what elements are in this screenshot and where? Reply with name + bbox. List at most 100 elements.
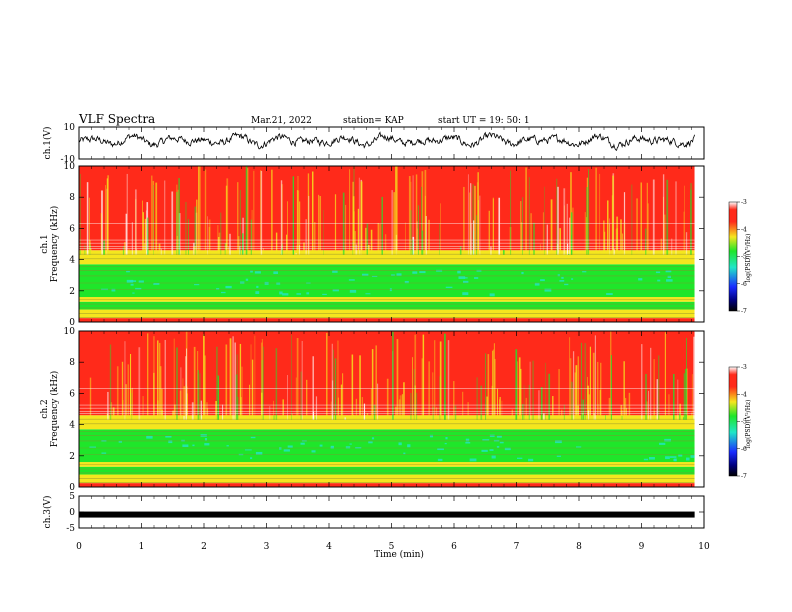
ch2-spectrogram-streak xyxy=(493,343,495,420)
x-tick-label: 9 xyxy=(639,542,645,552)
ch1-colorbar-label: log(PSD)(V²/Hz) xyxy=(745,234,752,283)
ch1-spectrogram-streak xyxy=(84,244,86,255)
ch1-spectrogram-streak xyxy=(305,219,307,255)
ch1-spectrogram-streak xyxy=(237,182,239,255)
x-tick-label: 7 xyxy=(514,542,520,552)
ch2-spectrogram-cyan-patch xyxy=(181,439,185,442)
ch1-spectrogram-streak xyxy=(533,222,535,255)
ch2-spectrogram-streak xyxy=(174,404,176,420)
ch1-spectrogram-cyan-patch xyxy=(220,291,226,294)
ch1-spectrogram-cyan-patch xyxy=(256,285,259,288)
ch2-spectrogram-streak xyxy=(410,392,412,420)
x-tick-label: 3 xyxy=(264,542,270,552)
ch2-spectrogram-streak xyxy=(608,397,611,420)
ch2-spectrogram-streak xyxy=(682,417,685,420)
ch1-spectrogram-cyan-patch xyxy=(419,271,426,274)
ch2-spectrogram-streak xyxy=(523,385,525,420)
ch2-spectrogram-streak xyxy=(366,413,369,420)
ch2-spectrogram-streak xyxy=(525,397,527,420)
ch1-spectrogram-streak xyxy=(318,194,320,255)
ch1-spectrogram-streak xyxy=(470,223,472,255)
ch1-spectrogram-streak xyxy=(421,186,423,255)
cb1-tick-label: -4 xyxy=(741,226,747,233)
ch2-spectrogram-streak xyxy=(235,410,236,420)
ch1-spectrogram-streak xyxy=(177,189,179,255)
ch2-spectrogram-streak xyxy=(623,361,625,420)
ch2-spectrogram-cyan-patch xyxy=(345,446,351,449)
ch1-spectrogram-streak xyxy=(472,184,474,255)
ch1-spectrogram-streak xyxy=(142,212,144,255)
ch2-spectrogram-streak xyxy=(261,338,263,420)
ch2-spectrogram-cyan-patch xyxy=(89,446,96,448)
ch1-spectrogram-cyan-patch xyxy=(153,283,159,285)
cb2-tick-label: -6 xyxy=(741,446,747,453)
x-tick-label: 5 xyxy=(389,542,395,552)
ch2-spectrogram-streak xyxy=(186,386,188,420)
ch1-spectrogram-streak xyxy=(297,175,299,255)
ch1-waveform-line xyxy=(78,131,695,151)
ch2-spectrogram-cyan-patch xyxy=(516,457,523,459)
ch2-spectrogram-streak xyxy=(117,409,119,420)
ch1-spectrogram-streak xyxy=(260,170,263,255)
ch1-spectrogram-streak xyxy=(467,174,469,255)
ch2-spectrogram-streak xyxy=(182,378,184,420)
ch1-spectrogram-streak xyxy=(365,227,367,255)
ch1-spectrogram-streak xyxy=(566,203,568,255)
ch1-spectrogram-streak xyxy=(645,228,647,255)
ch2-spectrogram-cyan-patch xyxy=(371,437,375,440)
ch2-spectrogram-streak xyxy=(216,346,218,420)
ch2-spectrogram-streak xyxy=(500,416,502,420)
ch1-spectrogram-streak xyxy=(280,180,283,255)
ch2-spectrogram-streak xyxy=(325,332,328,420)
ch1-spectrogram-streak xyxy=(479,195,481,255)
ch1-spectrogram-streak xyxy=(608,223,610,255)
ch2-spectrogram-streak xyxy=(199,373,201,420)
ch1-spectrogram-streak xyxy=(520,201,522,255)
ch1-spectrogram-cyan-patch xyxy=(463,280,469,284)
ch2-spectrogram-streak xyxy=(577,356,579,420)
ch2-spectrogram-streak xyxy=(664,332,666,420)
ch2-spectrogram-streak xyxy=(254,335,256,420)
ch2-spectrogram-ytick-label: 0 xyxy=(69,483,75,493)
ch1-spectrogram-streak xyxy=(571,212,573,255)
ch2-spectrogram-streak xyxy=(656,379,659,420)
ch1-spectrogram-streak xyxy=(632,250,634,255)
ch2-spectrogram-streak xyxy=(485,353,487,420)
start-time-label: start UT = 19: 50: 1 xyxy=(438,116,530,126)
ch1-spectrogram-streak xyxy=(355,244,358,255)
ch1-spectrogram-streak xyxy=(685,232,688,255)
ch1-spectrogram-cyan-patch xyxy=(396,273,402,276)
ch1-spectrogram-streak xyxy=(415,174,418,255)
ch2-spectrogram-cyan-patch xyxy=(678,454,683,457)
ch2-spectrogram-cyan-patch xyxy=(101,452,107,454)
ch2-spectrogram-streak xyxy=(306,379,308,420)
ch1-spectrogram-streak xyxy=(366,223,369,255)
ch1-spectrogram-streak xyxy=(381,196,383,255)
ch2-spectrogram-streak xyxy=(351,354,354,420)
ch2-spectrogram-cyan-patch xyxy=(528,458,534,462)
ch2-spectrogram-cyan-patch xyxy=(504,447,511,451)
ch2-spectrogram-band xyxy=(79,415,695,430)
ch1-waveform-ytick-label: -10 xyxy=(61,155,76,165)
ch1-spectrogram-streak xyxy=(89,240,91,255)
ch2-spectrogram-cyan-patch xyxy=(192,444,195,447)
ch1-spectrogram-streak xyxy=(417,205,419,255)
ch2-spectrogram-streak xyxy=(363,403,366,420)
ch2-spectrogram-cyan-patch xyxy=(496,435,502,438)
ch1-spectrogram-streak xyxy=(263,248,264,255)
ch2-spectrogram-streak xyxy=(558,369,560,420)
ch1-waveform-panel: 10 -10 xyxy=(61,123,705,165)
ch2-spectrogram-streak xyxy=(413,368,415,420)
ch2-spectrogram-streak xyxy=(127,364,129,420)
ch2-spectrogram-streak xyxy=(331,380,334,420)
ch2-spectrogram-streak xyxy=(625,397,627,420)
ch2-spectrogram-streak xyxy=(421,358,423,420)
ch2-spectrogram-streak xyxy=(561,409,563,420)
x-tick-label: 0 xyxy=(76,542,82,552)
ch1-spectrogram-streak xyxy=(286,234,288,255)
ch2-spectrogram-streak xyxy=(232,336,234,420)
ch2-spectrogram-streak xyxy=(580,342,582,420)
ch1-spectrogram-streak xyxy=(136,249,138,255)
ch2-spectrogram-streak xyxy=(124,341,126,420)
ch2-spectrogram-streak xyxy=(193,346,196,420)
